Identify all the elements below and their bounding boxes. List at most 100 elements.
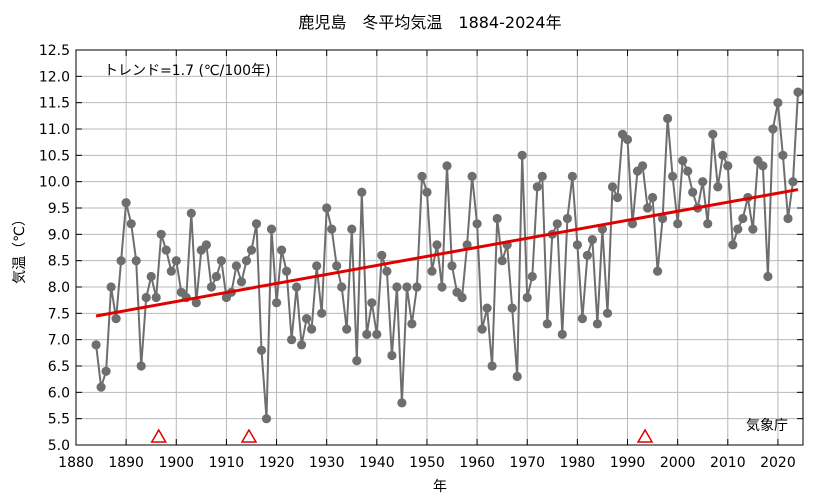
y-tick-label: 5.0 bbox=[48, 438, 70, 454]
data-point bbox=[517, 150, 527, 160]
data-point bbox=[638, 161, 648, 171]
data-point bbox=[141, 292, 151, 303]
y-tick-label: 11.0 bbox=[39, 122, 70, 138]
data-point bbox=[241, 256, 252, 266]
data-point bbox=[763, 271, 773, 282]
data-point bbox=[758, 161, 768, 171]
data-point bbox=[708, 129, 718, 139]
data-point bbox=[206, 282, 216, 292]
data-point bbox=[432, 240, 442, 250]
data-point bbox=[723, 161, 733, 171]
y-tick-label: 12.5 bbox=[39, 43, 70, 59]
data-point bbox=[312, 261, 322, 271]
data-point bbox=[191, 298, 201, 308]
data-point bbox=[678, 156, 688, 166]
y-tick-label: 8.5 bbox=[48, 254, 70, 270]
x-tick-label: 2020 bbox=[760, 455, 796, 471]
x-tick-label: 1880 bbox=[58, 455, 94, 471]
x-tick-label: 1940 bbox=[359, 455, 395, 471]
y-tick-label: 6.5 bbox=[48, 359, 70, 375]
y-axis-label: 気温（℃） bbox=[12, 212, 28, 284]
data-point bbox=[643, 203, 653, 213]
trend-line bbox=[95, 188, 799, 318]
x-tick-label: 1890 bbox=[108, 455, 144, 471]
x-tick-label: 1900 bbox=[158, 455, 194, 471]
x-tick-label: 1950 bbox=[409, 455, 445, 471]
data-point bbox=[101, 366, 111, 376]
data-point bbox=[442, 161, 452, 171]
data-point bbox=[317, 308, 327, 318]
x-tick-label: 1920 bbox=[259, 455, 295, 471]
data-point bbox=[718, 150, 728, 160]
data-point bbox=[728, 240, 738, 250]
data-point bbox=[116, 256, 126, 266]
data-point bbox=[577, 314, 588, 324]
chart-title: 鹿児島 冬平均気温 1884-2024年 bbox=[298, 13, 561, 32]
trend-label: トレンド=1.7 (℃/100年) bbox=[104, 63, 271, 79]
data-point bbox=[793, 87, 803, 97]
data-point bbox=[627, 219, 638, 229]
y-tick-label: 9.0 bbox=[48, 227, 70, 243]
x-axis-label: 年 bbox=[433, 479, 447, 495]
data-point bbox=[562, 213, 573, 224]
data-point bbox=[748, 224, 758, 234]
data-point bbox=[698, 177, 708, 187]
triangle-marker bbox=[240, 428, 258, 443]
data-point bbox=[357, 187, 367, 197]
data-point bbox=[477, 324, 487, 334]
triangle-marker bbox=[636, 428, 654, 443]
data-point bbox=[322, 203, 332, 213]
data-point bbox=[653, 266, 663, 276]
data-point bbox=[527, 271, 537, 282]
data-point bbox=[592, 319, 603, 329]
x-tick-label: 1980 bbox=[560, 455, 596, 471]
data-point bbox=[251, 219, 262, 229]
data-point bbox=[668, 171, 678, 181]
y-tick-label: 6.0 bbox=[48, 385, 70, 401]
y-tick-label: 7.0 bbox=[48, 333, 70, 349]
data-point bbox=[121, 198, 131, 208]
y-axis-ticks: 5.0 5.5 6.0 6.5 7.0 7.5 8.0 8.5 9.0 9.5 10.0 10.5 11… bbox=[39, 43, 803, 454]
data-point bbox=[347, 224, 357, 234]
data-point bbox=[246, 245, 257, 255]
data-point bbox=[91, 340, 101, 350]
triangle-marker bbox=[150, 428, 168, 443]
data-point bbox=[738, 213, 748, 224]
data-point bbox=[447, 261, 457, 271]
data-point bbox=[362, 329, 372, 339]
data-point bbox=[622, 134, 633, 145]
data-point bbox=[211, 271, 221, 282]
data-point bbox=[582, 250, 593, 260]
x-tick-label: 1990 bbox=[610, 455, 646, 471]
data-point bbox=[783, 213, 793, 224]
x-tick-label: 2000 bbox=[660, 455, 696, 471]
data-point bbox=[482, 303, 492, 313]
data-point bbox=[256, 345, 267, 355]
data-point bbox=[467, 171, 477, 181]
data-point bbox=[773, 98, 783, 108]
data-point bbox=[788, 177, 798, 187]
y-tick-label: 9.5 bbox=[48, 201, 70, 217]
data-point bbox=[297, 340, 307, 350]
y-tick-label: 11.5 bbox=[39, 96, 70, 112]
data-point bbox=[522, 292, 532, 303]
event-markers bbox=[150, 428, 654, 443]
data-point bbox=[171, 256, 181, 266]
data-point bbox=[683, 166, 693, 176]
data-point bbox=[151, 292, 161, 303]
data-point bbox=[377, 250, 387, 260]
data-point bbox=[713, 182, 723, 192]
data-point bbox=[552, 219, 562, 229]
x-tick-label: 1910 bbox=[209, 455, 245, 471]
data-point bbox=[587, 235, 598, 245]
data-point bbox=[778, 150, 788, 160]
data-point bbox=[146, 271, 156, 282]
data-point bbox=[277, 245, 287, 255]
data-point bbox=[302, 314, 312, 324]
data-point bbox=[437, 282, 447, 292]
data-point bbox=[663, 113, 673, 124]
data-point bbox=[231, 261, 241, 271]
y-tick-label: 8.0 bbox=[48, 280, 70, 296]
